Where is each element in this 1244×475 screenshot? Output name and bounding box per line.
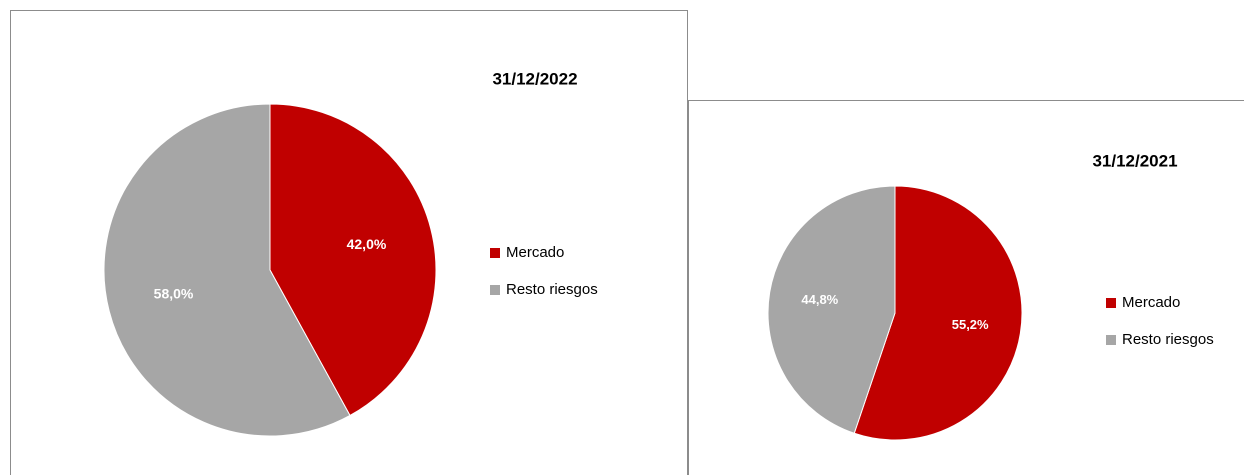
legend-swatch <box>1106 335 1116 345</box>
legend-label: Resto riesgos <box>1122 331 1214 348</box>
chart-title: 31/12/2022 <box>492 69 577 88</box>
legend-swatch <box>490 285 500 295</box>
pie-slice <box>853 185 1023 441</box>
data-label: 55,2% <box>952 317 989 332</box>
data-label: 58,0% <box>154 285 194 301</box>
legend-swatch <box>490 248 500 258</box>
pie-slice <box>269 103 437 417</box>
legend-swatch <box>1106 298 1116 308</box>
chart-title: 31/12/2021 <box>1092 151 1177 170</box>
legend-label: Mercado <box>1122 294 1180 311</box>
legend-label: Resto riesgos <box>506 281 598 298</box>
legend-label: Mercado <box>506 244 564 261</box>
pie-slice <box>103 103 351 437</box>
pie-slice <box>767 185 896 434</box>
data-label: 44,8% <box>801 292 838 307</box>
data-label: 42,0% <box>347 236 387 252</box>
